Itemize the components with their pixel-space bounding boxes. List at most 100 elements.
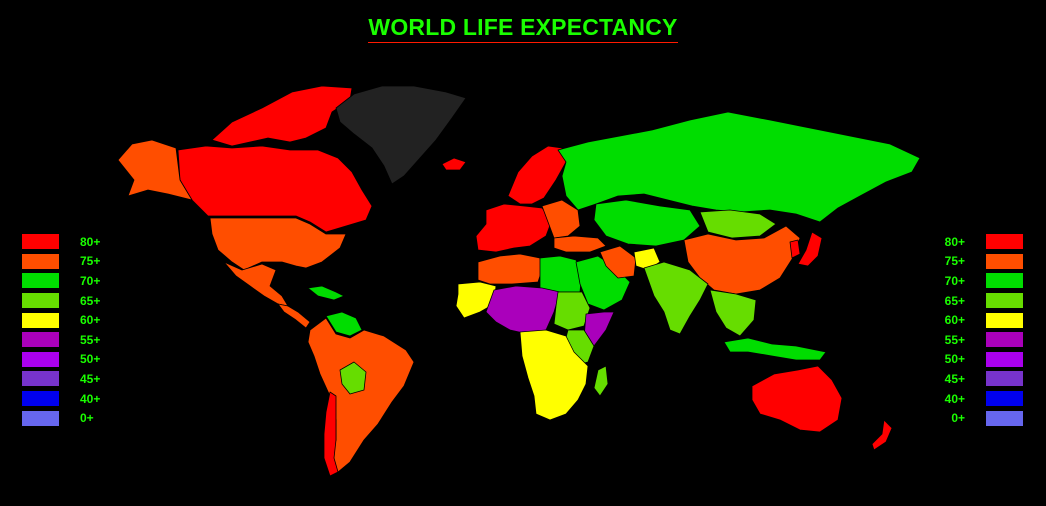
legend-row: 45+ — [22, 369, 100, 389]
legend-row: 75+ — [22, 252, 100, 272]
legend-row: 45+ — [940, 369, 1023, 389]
legend-swatch — [22, 332, 59, 348]
legend-label: 45+ — [80, 371, 101, 386]
legend-swatch — [986, 391, 1023, 407]
legend-swatch — [22, 253, 59, 269]
region-turkey — [553, 235, 607, 253]
legend-swatch — [22, 273, 59, 289]
map-title-wrap: WORLD LIFE EXPECTANCY — [0, 14, 1046, 43]
legend-row: 40+ — [940, 389, 1023, 409]
region-new-zealand — [871, 419, 893, 451]
region-libya-egypt — [539, 255, 583, 293]
region-chile — [323, 391, 339, 477]
legend-swatch — [22, 312, 59, 328]
legend-label: 55+ — [944, 332, 965, 347]
legend-label: 45+ — [944, 371, 965, 386]
legend-label: 40+ — [944, 391, 965, 406]
region-mongolia — [699, 209, 777, 239]
legend-row: 55+ — [22, 330, 100, 350]
region-eastern-europe — [541, 199, 581, 239]
legend-right: 80+ 75+ 70+ 65+ 60+ 55+ 50+ 45+ 40+ 0+ — [940, 232, 1023, 428]
region-russia — [557, 111, 921, 223]
legend-label: 70+ — [80, 273, 101, 288]
legend-swatch — [986, 273, 1023, 289]
region-scandinavia — [507, 145, 567, 205]
legend-left: 80+ 75+ 70+ 65+ 60+ 55+ 50+ 45+ 40+ 0+ — [22, 232, 100, 428]
region-india — [643, 261, 709, 335]
legend-row: 55+ — [940, 330, 1023, 350]
legend-swatch — [22, 351, 59, 367]
legend-swatch — [22, 293, 59, 309]
legend-label: 55+ — [80, 332, 101, 347]
legend-swatch — [986, 293, 1023, 309]
map-title: WORLD LIFE EXPECTANCY — [368, 14, 678, 43]
region-south-america — [307, 317, 415, 473]
legend-row: 65+ — [940, 291, 1023, 311]
region-indonesia — [723, 337, 827, 361]
legend-label: 50+ — [80, 352, 101, 367]
region-central-asia — [593, 199, 701, 247]
region-mexico — [223, 261, 289, 307]
region-sahel — [485, 285, 561, 335]
legend-label: 65+ — [80, 293, 101, 308]
legend-label: 0+ — [951, 411, 965, 426]
legend-swatch — [22, 410, 59, 426]
region-alaska — [117, 139, 193, 201]
region-iceland — [441, 157, 467, 171]
legend-row: 0+ — [22, 408, 100, 428]
legend-row: 0+ — [940, 408, 1023, 428]
legend-swatch — [22, 391, 59, 407]
legend-swatch — [22, 371, 59, 387]
legend-row: 60+ — [940, 310, 1023, 330]
region-canada-arctic — [211, 85, 353, 147]
legend-swatch — [986, 351, 1023, 367]
region-sudan — [553, 291, 591, 331]
region-bolivia — [339, 361, 367, 395]
legend-row: 65+ — [22, 291, 100, 311]
legend-label: 0+ — [80, 411, 94, 426]
legend-row: 40+ — [22, 389, 100, 409]
region-japan — [797, 231, 823, 267]
legend-row: 50+ — [940, 350, 1023, 370]
legend-swatch — [986, 410, 1023, 426]
region-venezuela — [325, 311, 363, 337]
region-western-europe — [475, 203, 553, 253]
region-canada — [177, 145, 373, 233]
legend-swatch — [986, 312, 1023, 328]
legend-swatch — [22, 234, 59, 250]
legend-label: 75+ — [80, 254, 101, 269]
region-southeast-asia — [709, 289, 757, 337]
legend-row: 80+ — [940, 232, 1023, 252]
region-central-southern-africa — [519, 329, 589, 421]
region-korea — [789, 239, 801, 259]
legend-row: 50+ — [22, 350, 100, 370]
region-australia — [751, 365, 843, 433]
legend-swatch — [986, 234, 1023, 250]
legend-label: 65+ — [944, 293, 965, 308]
legend-row: 80+ — [22, 232, 100, 252]
legend-label: 70+ — [944, 273, 965, 288]
region-greenland — [335, 85, 467, 185]
region-madagascar — [593, 365, 609, 397]
legend-label: 80+ — [80, 234, 101, 249]
region-usa — [209, 217, 347, 271]
legend-label: 50+ — [944, 352, 965, 367]
legend-swatch — [986, 371, 1023, 387]
legend-swatch — [986, 332, 1023, 348]
region-central-america — [277, 303, 311, 329]
legend-row: 70+ — [940, 271, 1023, 291]
region-iran — [599, 245, 637, 279]
legend-label: 40+ — [80, 391, 101, 406]
legend-row: 60+ — [22, 310, 100, 330]
region-north-africa — [477, 253, 543, 285]
region-west-africa — [455, 281, 497, 319]
legend-label: 60+ — [944, 313, 965, 328]
legend-label: 80+ — [944, 234, 965, 249]
legend-row: 75+ — [940, 252, 1023, 272]
legend-swatch — [986, 253, 1023, 269]
legend-row: 70+ — [22, 271, 100, 291]
legend-label: 75+ — [944, 254, 965, 269]
legend-label: 60+ — [80, 313, 101, 328]
region-caribbean — [307, 285, 345, 301]
